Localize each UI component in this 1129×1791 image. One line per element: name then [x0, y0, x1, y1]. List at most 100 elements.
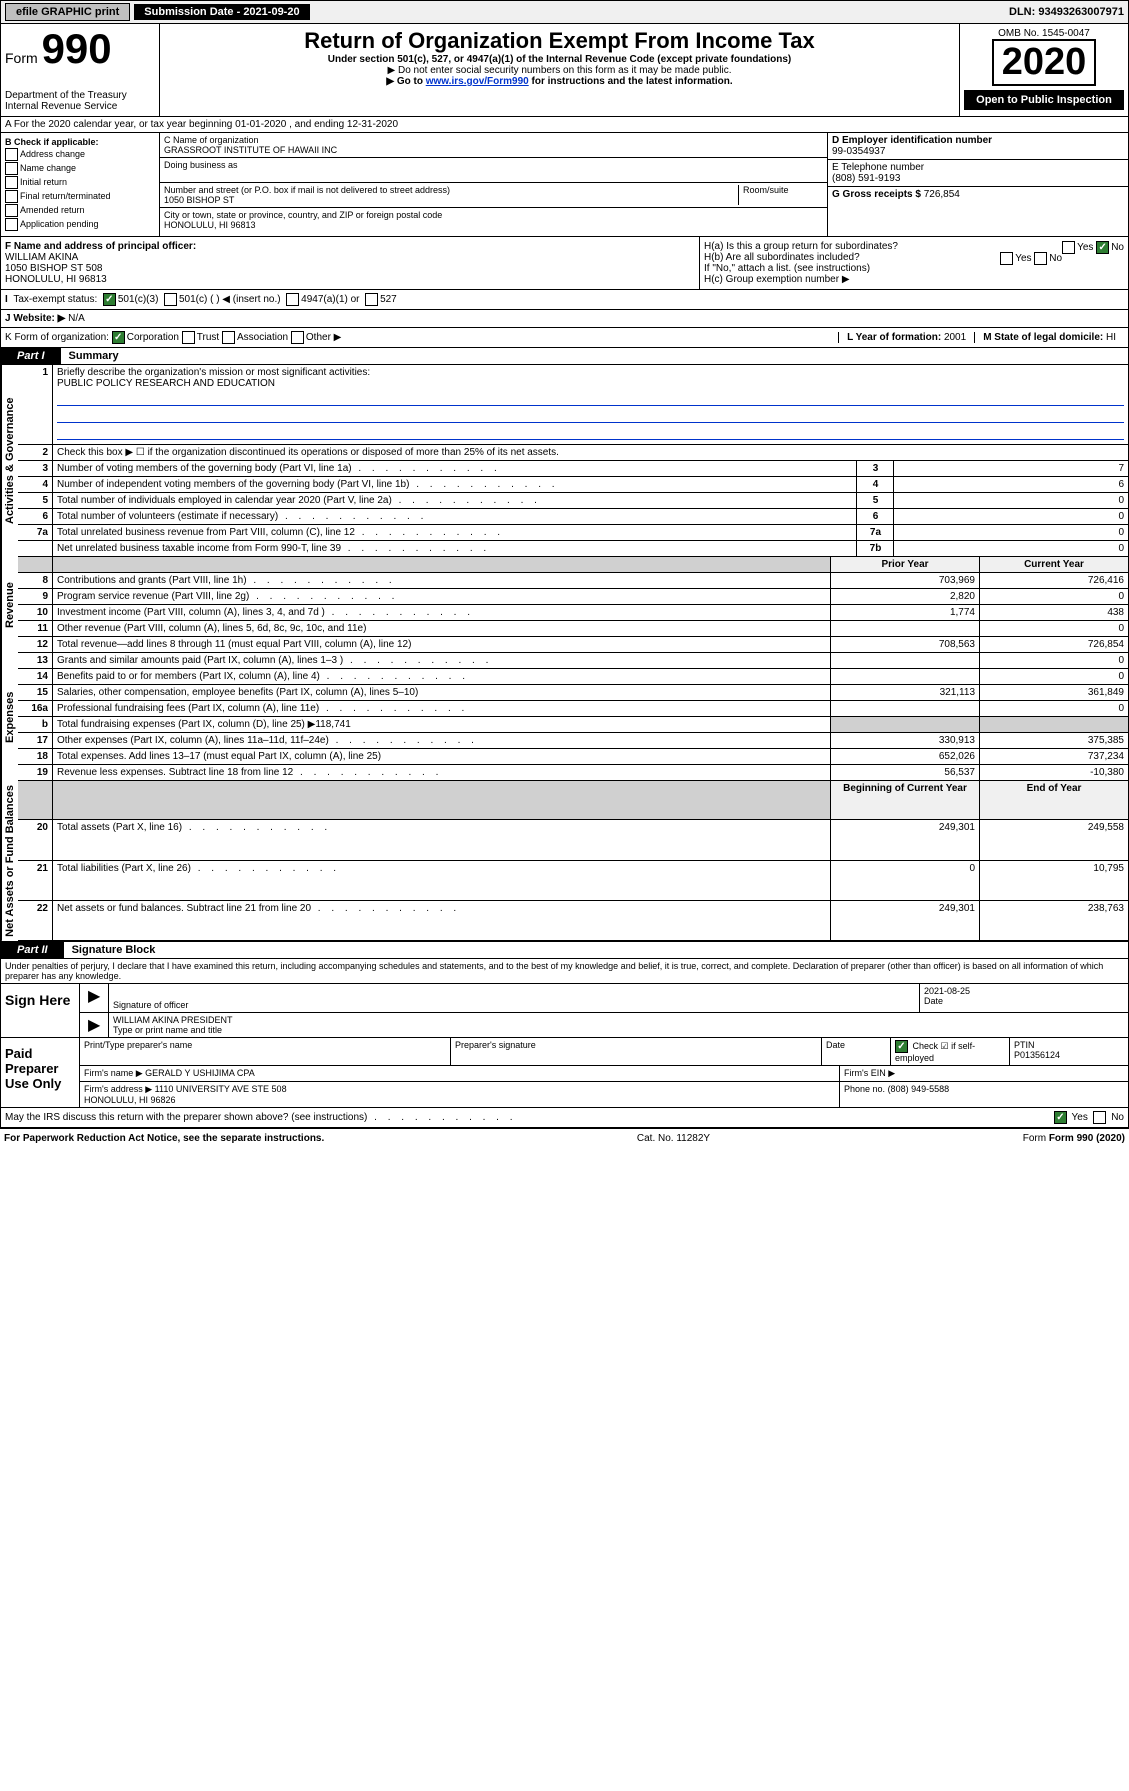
room-suite-label: Room/suite: [738, 185, 823, 205]
phone-label: E Telephone number: [832, 162, 1124, 173]
col-deg: D Employer identification number 99-0354…: [827, 133, 1128, 236]
arrow-icon: ▶: [84, 1017, 104, 1034]
efile-button[interactable]: efile GRAPHIC print: [5, 3, 130, 21]
line-6-val: 0: [894, 509, 1128, 525]
chk-amended[interactable]: Amended return: [5, 204, 155, 217]
line-19: Revenue less expenses. Subtract line 18 …: [53, 765, 831, 781]
chk-self-employed[interactable]: [895, 1040, 908, 1053]
pra-notice: For Paperwork Reduction Act Notice, see …: [4, 1133, 324, 1144]
line-22-begin: 249,301: [831, 900, 980, 940]
line-5-val: 0: [894, 493, 1128, 509]
chk-trust[interactable]: [182, 331, 195, 344]
officer-label: F Name and address of principal officer:: [5, 241, 695, 252]
line-7a-val: 0: [894, 525, 1128, 541]
vert-revenue: Revenue: [1, 557, 18, 653]
row-i-tax-exempt: I Tax-exempt status: 501(c)(3) 501(c) ( …: [0, 290, 1129, 310]
firm-phone: (808) 949-5588: [888, 1084, 950, 1094]
chk-final-return[interactable]: Final return/terminated: [5, 190, 155, 203]
line-14: Benefits paid to or for members (Part IX…: [53, 669, 831, 685]
line-7b-val: 0: [894, 541, 1128, 557]
hdr-end: End of Year: [980, 781, 1129, 820]
chk-501c3[interactable]: [103, 293, 116, 306]
form-header: Form 990 Department of the Treasury Inte…: [0, 24, 1129, 117]
row-klm: K Form of organization: Corporation Trus…: [0, 328, 1129, 348]
chk-name-change[interactable]: Name change: [5, 162, 155, 175]
line-20-begin: 249,301: [831, 820, 980, 860]
arrow-icon: ▶: [84, 988, 104, 1005]
cat-no: Cat. No. 11282Y: [637, 1133, 710, 1144]
line-2-discontinued: Check this box ▶ ☐ if the organization d…: [53, 445, 1129, 461]
line-12-prior: 708,563: [831, 637, 980, 653]
line-19-prior: 56,537: [831, 765, 980, 781]
vert-expenses: Expenses: [1, 653, 18, 781]
hc-label: H(c) Group exemption number ▶: [704, 274, 1124, 285]
ptin-label: PTIN: [1014, 1040, 1035, 1050]
mission-value: PUBLIC POLICY RESEARCH AND EDUCATION: [57, 378, 275, 389]
line-13-curr: 0: [980, 653, 1129, 669]
line-17-curr: 375,385: [980, 733, 1129, 749]
chk-4947[interactable]: [286, 293, 299, 306]
mission-label: Briefly describe the organization's miss…: [57, 367, 370, 378]
part2-num: Part II: [1, 942, 64, 958]
discuss-label: May the IRS discuss this return with the…: [5, 1112, 517, 1123]
form-of-org-label: K Form of organization:: [5, 332, 109, 343]
line-7b: Net unrelated business taxable income fr…: [53, 541, 857, 557]
org-name: GRASSROOT INSTITUTE OF HAWAII INC: [164, 145, 823, 155]
goto-pre: ▶ Go to: [386, 76, 425, 87]
submission-date-pill: Submission Date - 2021-09-20: [134, 4, 309, 20]
line-21: Total liabilities (Part X, line 26): [53, 860, 831, 900]
ha-yes[interactable]: Yes: [1077, 242, 1093, 253]
irs-link[interactable]: www.irs.gov/Form990: [426, 76, 529, 87]
line-10-curr: 438: [980, 605, 1129, 621]
footer: For Paperwork Reduction Act Notice, see …: [0, 1128, 1129, 1148]
line-17: Other expenses (Part IX, column (A), lin…: [53, 733, 831, 749]
chk-address-change[interactable]: Address change: [5, 148, 155, 161]
paid-preparer-label: Paid Preparer Use Only: [1, 1038, 80, 1107]
open-to-public: Open to Public Inspection: [964, 90, 1124, 110]
line-4-val: 6: [894, 477, 1128, 493]
line-20-end: 249,558: [980, 820, 1129, 860]
line-8-curr: 726,416: [980, 573, 1129, 589]
footer-form: Form Form 990 (2020): [1023, 1133, 1125, 1144]
dba-label: Doing business as: [164, 160, 823, 170]
goto-post: for instructions and the latest informat…: [532, 76, 733, 87]
line-6: Total number of volunteers (estimate if …: [53, 509, 857, 525]
line-11: Other revenue (Part VIII, column (A), li…: [53, 621, 831, 637]
form-subtitle: Under section 501(c), 527, or 4947(a)(1)…: [164, 54, 955, 65]
tax-exempt-label: Tax-exempt status:: [13, 294, 97, 305]
gross-receipts-value: 726,854: [924, 189, 960, 200]
line-3: Number of voting members of the governin…: [53, 461, 857, 477]
chk-association[interactable]: [222, 331, 235, 344]
part1-header: Part I Summary: [0, 348, 1129, 365]
h-b: H(b) Are all subordinates included? Yes …: [704, 252, 1124, 263]
sig-date-label: Date: [924, 996, 1124, 1006]
line-12-curr: 726,854: [980, 637, 1129, 653]
firm-name-label: Firm's name ▶: [84, 1068, 143, 1078]
hb-no[interactable]: No: [1049, 253, 1062, 264]
firm-name: GERALD Y USHIJIMA CPA: [145, 1068, 255, 1078]
ha-no[interactable]: No: [1111, 242, 1124, 253]
domicile-label: M State of legal domicile:: [983, 332, 1103, 343]
note-ssn: ▶ Do not enter social security numbers o…: [164, 65, 955, 76]
sig-officer-label: Signature of officer: [113, 1000, 915, 1010]
vert-net-assets: Net Assets or Fund Balances: [1, 781, 18, 941]
chk-application-pending[interactable]: Application pending: [5, 218, 155, 231]
discuss-no[interactable]: [1093, 1111, 1106, 1124]
expenses-section: Expenses 13Grants and similar amounts pa…: [0, 653, 1129, 781]
chk-527[interactable]: [365, 293, 378, 306]
street-address: 1050 BISHOP ST: [164, 195, 738, 205]
hb-yes[interactable]: Yes: [1015, 253, 1031, 264]
chk-501c[interactable]: [164, 293, 177, 306]
addr-label: Number and street (or P.O. box if mail i…: [164, 185, 738, 195]
part1-title: Summary: [61, 350, 119, 362]
chk-corporation[interactable]: [112, 331, 125, 344]
chk-other[interactable]: [291, 331, 304, 344]
discuss-yes[interactable]: [1054, 1111, 1067, 1124]
chk-initial-return[interactable]: Initial return: [5, 176, 155, 189]
line-8-prior: 703,969: [831, 573, 980, 589]
paid-preparer-section: Paid Preparer Use Only Print/Type prepar…: [0, 1038, 1129, 1108]
note-goto: ▶ Go to www.irs.gov/Form990 for instruct…: [164, 76, 955, 87]
row-a-tax-year: A For the 2020 calendar year, or tax yea…: [0, 117, 1129, 133]
sig-date: 2021-08-25: [924, 986, 1124, 996]
line-14-curr: 0: [980, 669, 1129, 685]
